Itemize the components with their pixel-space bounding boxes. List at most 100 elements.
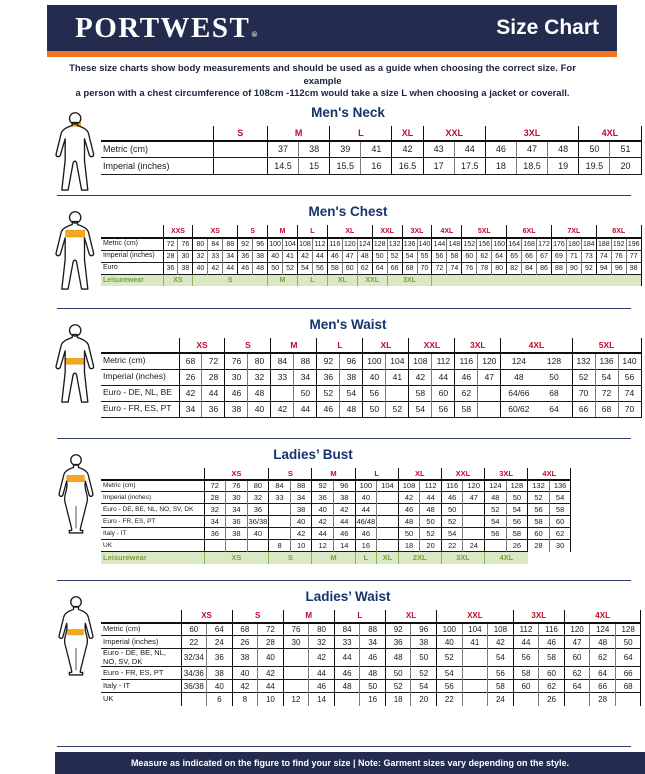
- table-cell: 50: [359, 679, 386, 693]
- table-cell: 52: [484, 503, 507, 516]
- table-cell: 84: [207, 237, 223, 250]
- table-cell: 24: [462, 539, 485, 552]
- table-cell: 54: [487, 647, 514, 667]
- table-cell: 60: [538, 666, 565, 680]
- size-header-cell: 7XL: [550, 225, 597, 239]
- footer-text: Measure as indicated on the figure to fi…: [130, 758, 570, 768]
- table-cell: 136: [401, 237, 418, 250]
- table-cell: 56: [436, 679, 463, 693]
- table-cell: 70: [416, 261, 432, 274]
- table-cell: 60: [461, 249, 477, 262]
- table-cell: 36: [237, 249, 253, 262]
- table-cell: 38: [206, 666, 233, 680]
- table-cell: 36/38: [246, 515, 269, 528]
- size-header-cell: XXL: [408, 338, 455, 354]
- table-cell: 40: [267, 249, 283, 262]
- table-cell: 41: [282, 249, 298, 262]
- table-cell: 42: [391, 140, 424, 158]
- table-cell: 36/38: [180, 679, 207, 693]
- table-cell: 184: [580, 237, 597, 250]
- table-cell: 100: [267, 237, 283, 250]
- table-cell: 56: [362, 384, 386, 401]
- table-cell: 140: [416, 237, 432, 250]
- table-cell: 48: [356, 249, 373, 262]
- table-cell: 80: [308, 622, 335, 636]
- table-cell: 28: [257, 635, 284, 649]
- table-cell: 46: [484, 140, 517, 158]
- leisurewear-size-cell: L: [354, 551, 377, 564]
- table-cell: 46: [333, 666, 360, 680]
- table-cell: [462, 527, 485, 540]
- table-cell: 68: [536, 384, 573, 401]
- size-table: XXS XS S M L XL XXL 3XL 4XL 5XL 6XL 7XL 8XL Metric (c…: [101, 225, 642, 286]
- size-header-cell: XS: [192, 225, 238, 239]
- table-cell: 15: [298, 157, 330, 175]
- table-cell: 34: [203, 515, 226, 528]
- header-bar: PORTWEST® Size Chart: [47, 5, 617, 51]
- orange-stripe: [47, 51, 617, 57]
- table-cell: [376, 503, 399, 516]
- table-cell: 60: [527, 527, 550, 540]
- table-cell: 92: [311, 479, 334, 492]
- table-cell: 55: [416, 249, 432, 262]
- size-table: XS S M L XL XXL 3XL 4XL 5XL Metric (cm) 68 72 76 80 84…: [101, 338, 642, 418]
- table-cell: 70: [571, 384, 596, 401]
- table-cell: 54: [436, 666, 463, 680]
- table-cell: 40: [362, 368, 386, 385]
- table-cell: 36: [203, 527, 226, 540]
- table-cell: 32: [247, 368, 271, 385]
- table-cell: 50: [536, 368, 573, 385]
- size-header-cell: XXL: [371, 225, 403, 239]
- table-cell: [180, 692, 207, 706]
- table-cell: 58: [408, 384, 432, 401]
- table-cell: 112: [431, 352, 455, 369]
- table-cell: 76: [224, 352, 248, 369]
- table-cell: 80: [491, 261, 507, 274]
- female-figure-icon: [58, 453, 94, 534]
- table-cell: 34: [225, 503, 248, 516]
- table-cell: 50: [440, 503, 463, 516]
- table-cell: [376, 527, 399, 540]
- table-cell: 36: [316, 368, 340, 385]
- table-cell: 69: [550, 249, 567, 262]
- size-header-cell: XL: [397, 467, 442, 481]
- table-cell: 28: [162, 249, 178, 262]
- table-cell: 44: [453, 140, 486, 158]
- table-cell: 30: [177, 249, 193, 262]
- table-cell: 56: [311, 261, 328, 274]
- table-cell: 48: [333, 679, 360, 693]
- section-divider: [57, 308, 631, 309]
- table-cell: 22: [440, 539, 463, 552]
- table-cell: 68: [594, 400, 619, 418]
- table-cell: 116: [454, 352, 478, 369]
- measurement-highlight: [67, 628, 84, 635]
- registered-mark-icon: ®: [251, 29, 259, 39]
- size-header-cell: 5XL: [461, 225, 507, 239]
- table-cell: 94: [595, 261, 612, 274]
- male-figure-icon: [55, 111, 95, 191]
- table-cell: 44: [354, 503, 377, 516]
- table-cell: 46: [359, 647, 386, 667]
- table-cell: 50: [384, 666, 411, 680]
- table-cell: 156: [476, 237, 492, 250]
- table-cell: 17: [422, 157, 455, 175]
- table-cell: 38: [177, 261, 193, 274]
- table-cell: [484, 539, 507, 552]
- table-cell: 50: [293, 384, 317, 401]
- table-cell: 42: [207, 261, 223, 274]
- table-cell: 66: [589, 679, 616, 693]
- table-cell: 88: [289, 479, 312, 492]
- table-cell: 36: [201, 400, 225, 418]
- section-mens-waist: Men's Waist XS S M L XL XXL 3XL 4XL 5XL Metric (cm…: [55, 317, 642, 418]
- table-cell: 40: [311, 503, 334, 516]
- table-cell: 42: [289, 527, 312, 540]
- size-header-cell: L: [297, 225, 328, 239]
- table-cell: 24: [487, 692, 514, 706]
- table-cell: 164: [506, 237, 522, 250]
- row-label: UK: [101, 692, 181, 706]
- table-cell: 92: [580, 261, 597, 274]
- size-header-cell: M: [282, 609, 335, 624]
- table-cell: 70: [617, 400, 642, 418]
- table-cell: 28: [589, 692, 616, 706]
- table-cell: 104: [376, 479, 399, 492]
